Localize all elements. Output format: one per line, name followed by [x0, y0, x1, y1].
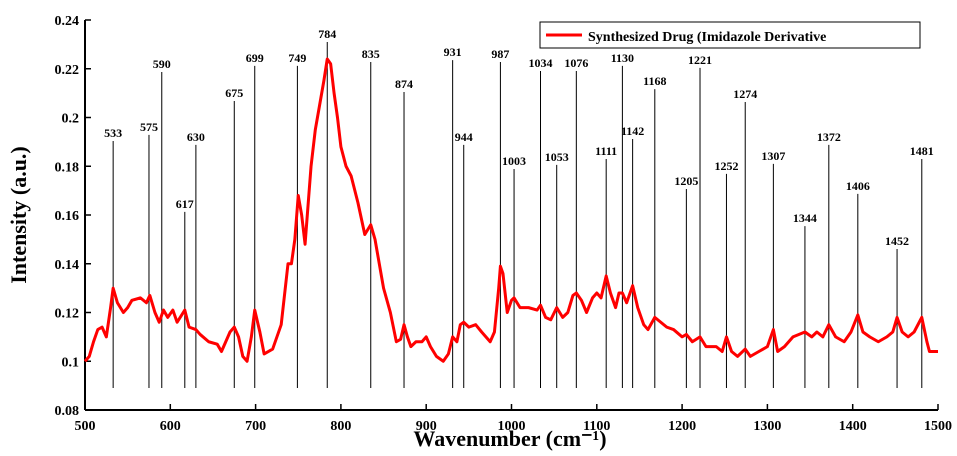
y-tick-label: 0.16 — [55, 209, 80, 224]
peak-label: 1252 — [714, 159, 738, 173]
peak-label: 1076 — [564, 56, 588, 70]
x-tick-label: 1000 — [498, 419, 526, 434]
x-tick-label: 900 — [416, 419, 437, 434]
y-tick-label: 0.22 — [55, 63, 80, 78]
peak-label: 675 — [225, 86, 243, 100]
peak-label: 987 — [491, 47, 509, 61]
peak-label: 1221 — [688, 53, 712, 67]
peak-label: 1406 — [846, 179, 870, 193]
peak-label: 699 — [246, 51, 264, 65]
spectrum-line — [83, 57, 938, 363]
peak-label: 1168 — [643, 74, 666, 88]
peak-label: 835 — [362, 47, 380, 61]
x-tick-label: 1400 — [839, 419, 867, 434]
x-tick-label: 600 — [160, 419, 181, 434]
peak-label: 944 — [455, 130, 473, 144]
legend-label: Synthesized Drug (Imidazole Derivative — [588, 30, 826, 45]
y-tick-label: 0.12 — [55, 307, 80, 322]
peak-label: 590 — [153, 57, 171, 71]
y-tick-label: 0.18 — [55, 160, 80, 175]
peak-label: 1142 — [621, 124, 644, 138]
peak-label: 575 — [140, 120, 158, 134]
x-tick-label: 1200 — [668, 419, 696, 434]
x-axis-label: Wavenumber (cm⁻¹) — [413, 426, 606, 451]
peak-label: 1053 — [545, 150, 569, 164]
peak-label: 1372 — [817, 130, 841, 144]
x-tick-label: 700 — [245, 419, 266, 434]
y-tick-label: 0.2 — [62, 112, 80, 127]
peak-label: 1130 — [611, 51, 634, 65]
peak-label: 1452 — [885, 234, 909, 248]
peak-label: 749 — [288, 51, 306, 65]
y-tick-label: 0.24 — [55, 14, 80, 29]
y-tick-label: 0.1 — [62, 355, 80, 370]
peak-label: 533 — [104, 126, 122, 140]
peak-label: 1307 — [761, 149, 785, 163]
x-tick-label: 800 — [330, 419, 351, 434]
peak-label: 1205 — [674, 174, 698, 188]
x-tick-label: 1100 — [583, 419, 610, 434]
x-tick-label: 1300 — [753, 419, 781, 434]
peak-label: 1274 — [733, 87, 757, 101]
peak-label: 1344 — [793, 211, 817, 225]
peak-label: 1034 — [529, 56, 553, 70]
y-axis-label: Intensity (a.u.) — [6, 146, 31, 284]
x-tick-label: 1500 — [924, 419, 952, 434]
peak-label: 874 — [395, 77, 413, 91]
peak-label: 931 — [444, 45, 462, 59]
y-tick-label: 0.08 — [55, 404, 80, 419]
legend-box — [539, 21, 921, 49]
peak-label: 630 — [187, 130, 205, 144]
peak-label: 1111 — [595, 144, 617, 158]
peak-label: 784 — [318, 27, 336, 41]
peak-label: 1481 — [910, 144, 934, 158]
peak-label: 1003 — [502, 154, 526, 168]
x-tick-label: 500 — [75, 419, 96, 434]
y-tick-label: 0.14 — [55, 258, 80, 273]
peak-label: 617 — [176, 197, 194, 211]
